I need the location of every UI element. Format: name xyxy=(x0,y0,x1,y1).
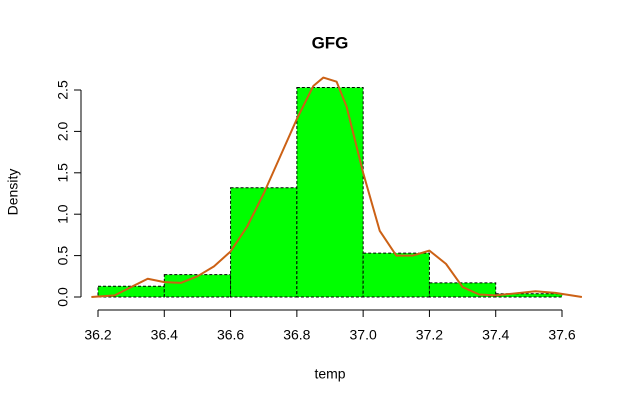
x-tick-label: 37.4 xyxy=(482,327,509,343)
y-tick-label: 1.0 xyxy=(55,204,71,224)
x-tick-label: 37.2 xyxy=(416,327,443,343)
bar xyxy=(230,187,298,298)
x-tick-label: 37.6 xyxy=(548,327,575,343)
x-tick-label: 36.8 xyxy=(283,327,310,343)
bar xyxy=(163,274,232,298)
bar xyxy=(296,87,364,298)
x-axis-label: temp xyxy=(314,366,345,382)
y-tick-label: 0.5 xyxy=(55,246,71,266)
x-tick-label: 37.0 xyxy=(350,327,377,343)
bar xyxy=(362,252,430,298)
y-axis-label: Density xyxy=(5,169,21,216)
y-tick-label: 1.5 xyxy=(55,163,71,183)
x-tick-label: 36.6 xyxy=(217,327,244,343)
y-tick-label: 2.5 xyxy=(55,80,71,100)
density-line xyxy=(91,76,583,298)
y-tick-label: 2.0 xyxy=(55,121,71,141)
x-tick-label: 36.2 xyxy=(84,327,111,343)
y-tick-label: 0.0 xyxy=(55,287,71,307)
x-tick-label: 36.4 xyxy=(151,327,178,343)
chart-title: GFG xyxy=(312,33,349,52)
